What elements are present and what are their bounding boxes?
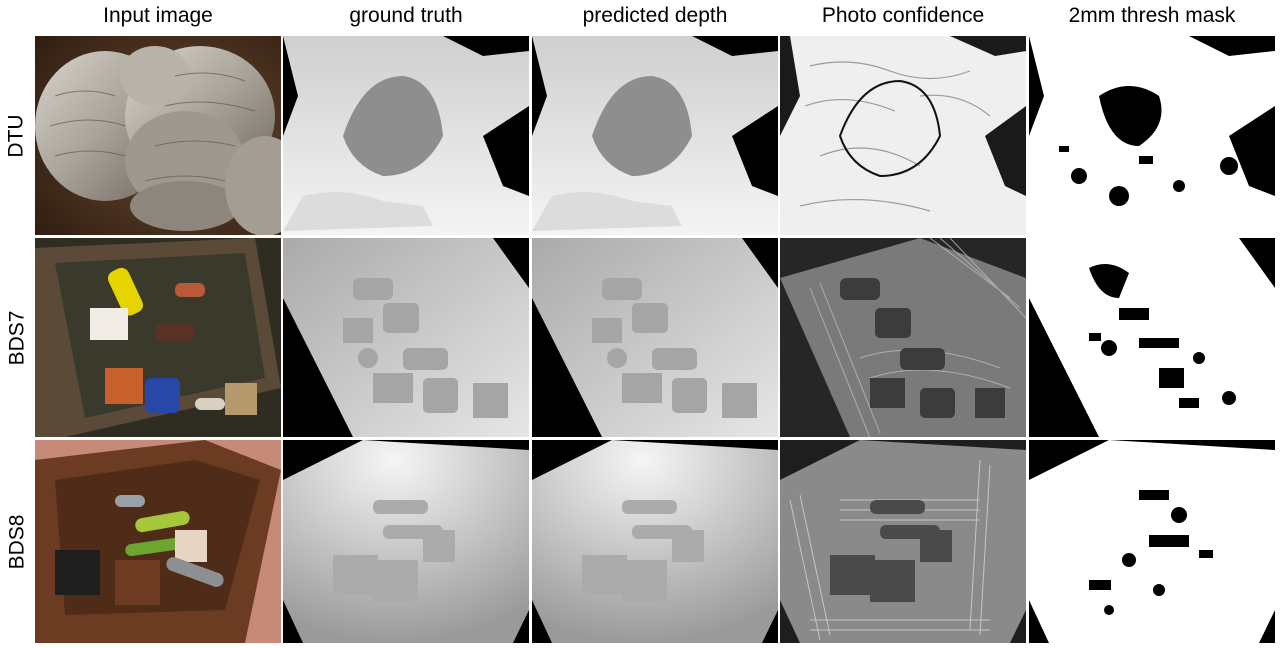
column-header-input-image: Input image [103,4,213,27]
row-label-bds7: BDS7 [5,310,29,365]
row-label-bds8: BDS8 [5,514,29,569]
column-header-2mm-thresh-mask: 2mm thresh mask [1068,4,1236,27]
bds8-ground-truth-depth [283,440,529,643]
row-label-dtu: DTU [5,113,29,158]
bds8-thresh-mask [1029,440,1275,643]
bds7-input-image [35,238,281,437]
dtu-photo-confidence [780,36,1026,235]
dtu-input-image [35,36,281,235]
bds7-photo-confidence [780,238,1026,437]
bds7-thresh-mask [1029,238,1275,437]
dtu-predicted-depth [532,36,778,235]
bds7-ground-truth-depth [283,238,529,437]
dtu-thresh-mask [1029,36,1275,235]
column-header-ground-truth: ground truth [349,4,463,27]
bds8-photo-confidence [780,440,1026,643]
bds7-predicted-depth [532,238,778,437]
bds8-input-image [35,440,281,643]
bds8-predicted-depth [532,440,778,643]
column-header-photo-confidence: Photo confidence [821,4,985,27]
dtu-ground-truth-depth [283,36,529,235]
column-header-predicted-depth: predicted depth [582,4,728,27]
